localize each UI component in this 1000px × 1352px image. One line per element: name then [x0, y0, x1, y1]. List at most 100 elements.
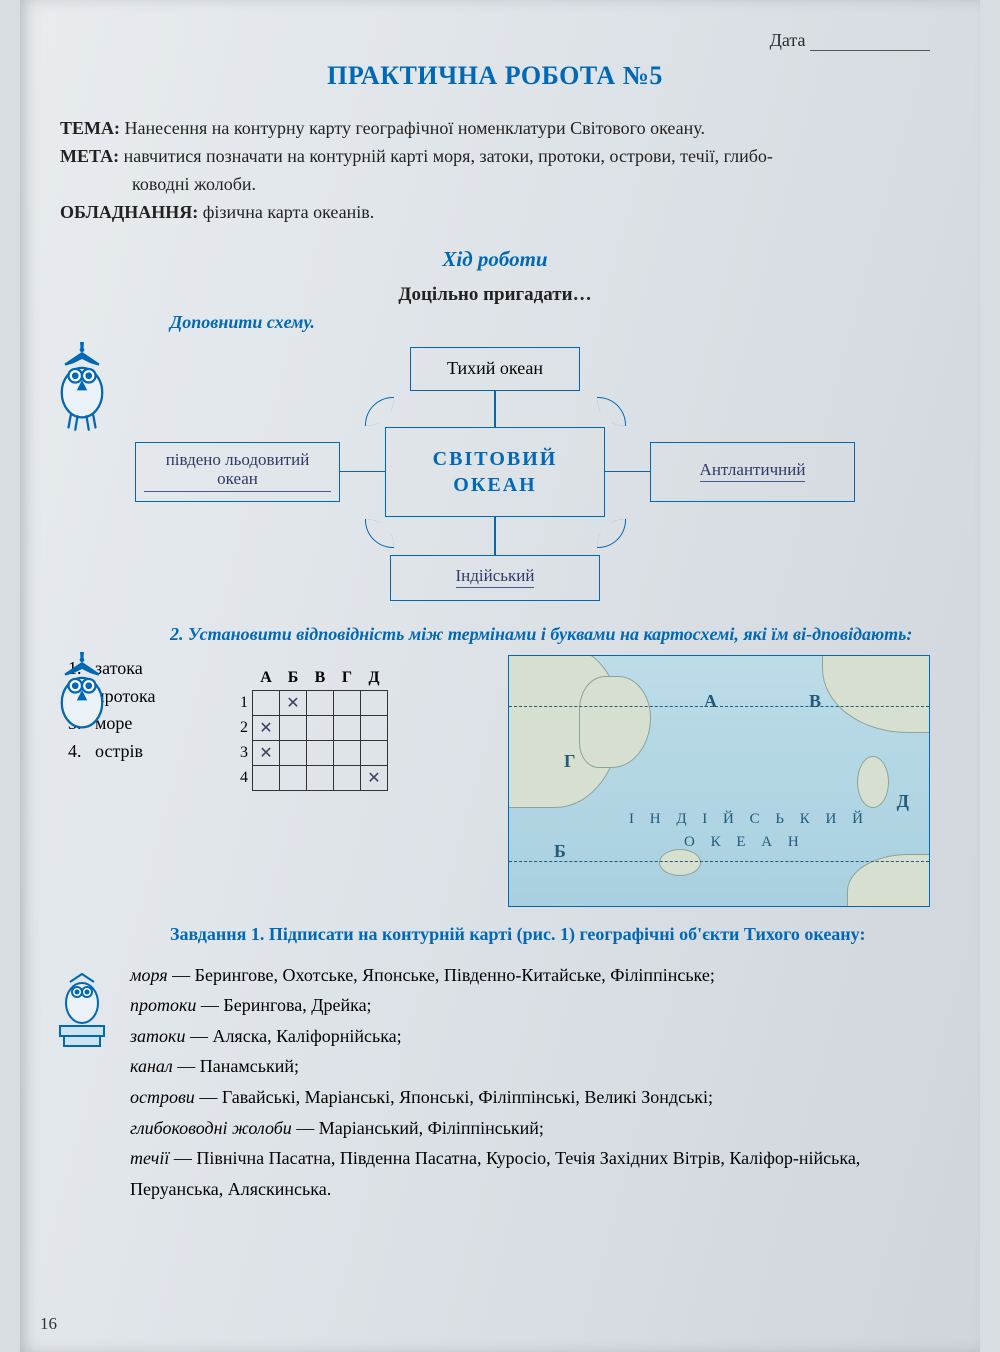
term-num: 4. — [68, 741, 82, 761]
diagram-right-box[interactable]: Антлантичний — [650, 442, 855, 502]
grid-cell[interactable] — [280, 741, 307, 766]
grid-cell[interactable] — [334, 691, 361, 716]
grid-cell[interactable] — [334, 716, 361, 741]
page-title: ПРАКТИЧНА РОБОТА №5 — [60, 61, 930, 91]
recall-heading: Доцільно пригадати… — [60, 284, 930, 306]
map-label-a: А — [704, 691, 717, 712]
connector-line — [494, 517, 496, 555]
grid-cell[interactable] — [280, 766, 307, 791]
scheme-instruction: Доповнити схему. — [170, 312, 930, 333]
diagram-bottom-text: Індійський — [456, 567, 535, 589]
connector-line — [340, 471, 385, 473]
workbook-page: Дата ПРАКТИЧНА РОБОТА №5 ТЕМА: Нанесення… — [20, 0, 980, 1352]
list-item-term: затоки — [130, 1026, 185, 1046]
diagram-center-l2: ОКЕАН — [433, 472, 558, 498]
list-item-rest: — Берингове, Охотське, Японське, Південн… — [168, 965, 715, 985]
task2-area: 1. затока 2. протока 3. море 4. острів А… — [60, 655, 930, 907]
tema-label: ТЕМА: — [60, 118, 120, 138]
list-item-term: моря — [130, 965, 168, 985]
svg-text:!: ! — [79, 342, 86, 356]
diagram-right-text: Антлантичний — [700, 461, 806, 483]
diagram-center-l1: СВІТОВИЙ — [433, 446, 558, 472]
list-item-rest: — Аляска, Каліфорнійська; — [185, 1026, 401, 1046]
connector-line — [605, 471, 650, 473]
grid-cell[interactable]: ✕ — [280, 691, 307, 716]
obl-label: ОБЛАДНАННЯ: — [60, 202, 198, 222]
grid-cell[interactable] — [307, 716, 334, 741]
list-item-rest: — Північна Пасатна, Південна Пасатна, Ку… — [130, 1148, 860, 1199]
date-blank[interactable] — [810, 36, 930, 51]
map-ocean-label-1: І Н Д І Й С Ь К И Й — [629, 811, 869, 828]
list-item-term: острови — [130, 1087, 195, 1107]
list-item-term: канал — [130, 1056, 173, 1076]
progress-heading: Хід роботи — [60, 247, 930, 272]
meta-row: МЕТА: навчитися позначати на контурній к… — [60, 143, 930, 171]
owl-mascot-icon: ! — [48, 342, 116, 432]
diagram-left-box[interactable]: південо льодовитий океан — [135, 442, 340, 502]
grid-row-header: 1 — [230, 691, 253, 716]
list-item: моря — Берингове, Охотське, Японське, Пі… — [130, 960, 910, 991]
task2-instruction: 2. Установити відповідність між термінам… — [170, 621, 930, 647]
diagram-left-text: південо льодовитий океан — [144, 451, 331, 491]
grid-row-header: 2 — [230, 716, 253, 741]
svg-text:!: ! — [79, 652, 86, 666]
list-item: канал — Панамський; — [130, 1051, 910, 1082]
grid-cell[interactable] — [361, 691, 388, 716]
object-list: моря — Берингове, Охотське, Японське, Пі… — [130, 960, 910, 1205]
map-land — [659, 849, 701, 876]
list-item: глибоководні жолоби — Маріанський, Філіп… — [130, 1113, 910, 1144]
map-label-g: Г — [564, 751, 575, 772]
diagram-bottom-box[interactable]: Індійський — [390, 555, 600, 601]
grid-cell[interactable] — [307, 691, 334, 716]
map-label-bb: Б — [554, 841, 566, 862]
grid-col-header: Б — [280, 666, 307, 691]
grid-col-header: В — [307, 666, 334, 691]
list-item-rest: — Берингова, Дрейка; — [196, 995, 371, 1015]
grid-cell[interactable] — [361, 716, 388, 741]
list-item-rest: — Гавайські, Маріанські, Японські, Філіп… — [195, 1087, 713, 1107]
grid-cell[interactable] — [280, 716, 307, 741]
meta-text2: ководні жолоби. — [132, 171, 930, 199]
map-land — [857, 756, 889, 808]
obl-row: ОБЛАДНАННЯ: фізична карта океанів. — [60, 199, 930, 227]
map-inset: А В Г Б Д І Н Д І Й С Ь К И Й О К Е А Н — [508, 655, 930, 907]
grid-row-header: 3 — [230, 741, 253, 766]
grid-cell[interactable] — [253, 766, 280, 791]
list-item-rest: — Панамський; — [173, 1056, 299, 1076]
owl-mascot-icon: ! — [48, 652, 116, 742]
meta-text: навчитися позначати на контурній карті м… — [124, 146, 773, 166]
answer-grid[interactable]: АБВГД1✕2✕3✕4✕ — [230, 666, 388, 791]
page-number: 16 — [40, 1314, 57, 1334]
grid-col-header: А — [253, 666, 280, 691]
date-label: Дата — [770, 30, 806, 50]
owl-books-icon — [48, 968, 116, 1058]
grid-cell[interactable] — [253, 691, 280, 716]
tema-text: Нанесення на контурну карту географічної… — [125, 118, 705, 138]
map-land — [822, 655, 930, 733]
map-land — [579, 676, 651, 768]
grid-cell[interactable]: ✕ — [253, 716, 280, 741]
tema-row: ТЕМА: Нанесення на контурну карту геогра… — [60, 115, 930, 143]
list-item: течії — Північна Пасатна, Південна Пасат… — [130, 1143, 910, 1204]
grid-cell[interactable] — [334, 741, 361, 766]
connector-line — [494, 391, 496, 427]
date-line: Дата — [60, 30, 930, 51]
connector-corner — [597, 397, 626, 426]
ocean-diagram: Тихий океан СВІТОВИЙ ОКЕАН південо льодо… — [135, 347, 855, 607]
list-item-term: глибоководні жолоби — [130, 1118, 292, 1138]
grid-cell[interactable]: ✕ — [361, 766, 388, 791]
grid-cell[interactable] — [307, 766, 334, 791]
grid-cell[interactable] — [334, 766, 361, 791]
list-item: протоки — Берингова, Дрейка; — [130, 990, 910, 1021]
grid-col-header: Г — [334, 666, 361, 691]
meta-block: ТЕМА: Нанесення на контурну карту геогра… — [60, 115, 930, 227]
map-lat-line — [509, 706, 929, 707]
diagram-center-box: СВІТОВИЙ ОКЕАН — [385, 427, 605, 517]
connector-corner — [365, 397, 394, 426]
grid-row-header: 4 — [230, 766, 253, 791]
task2-left-col: 1. затока 2. протока 3. море 4. острів А… — [60, 655, 490, 792]
obl-text: фізична карта океанів. — [203, 202, 375, 222]
grid-cell[interactable] — [307, 741, 334, 766]
grid-cell[interactable]: ✕ — [253, 741, 280, 766]
grid-cell[interactable] — [361, 741, 388, 766]
